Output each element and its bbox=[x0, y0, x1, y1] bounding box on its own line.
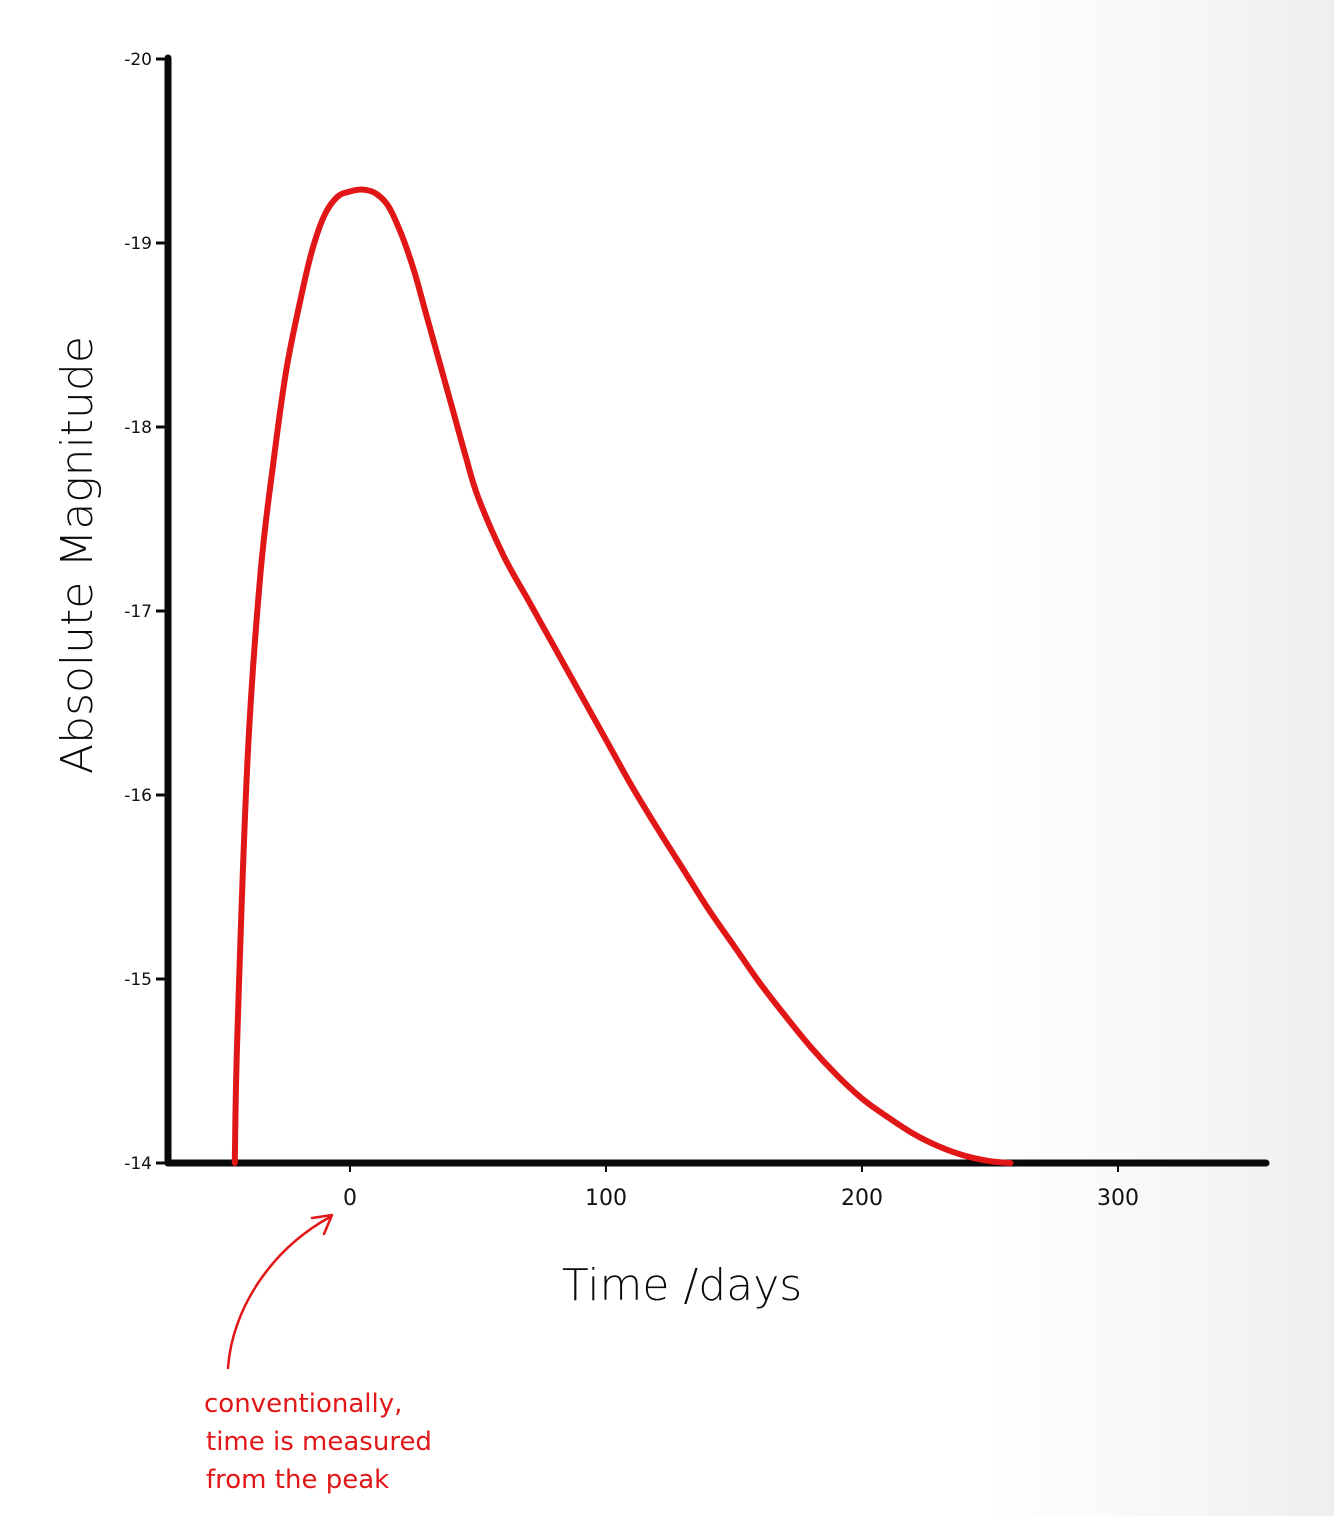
annotation-line-2: time is measured bbox=[206, 1427, 432, 1457]
series-line-light-curve bbox=[231, 186, 1014, 1166]
y-tick-label: -18 bbox=[124, 418, 152, 438]
x-axis-title: Time /days bbox=[562, 1260, 802, 1311]
x-tick-label: 300 bbox=[1097, 1186, 1139, 1211]
annotation: conventionally, time is measured from th… bbox=[204, 1213, 432, 1495]
y-tick-label: -20 bbox=[124, 50, 152, 70]
x-tick-label: 200 bbox=[841, 1186, 883, 1211]
y-axis-title: Absolute Magnitude bbox=[52, 336, 103, 774]
y-tick-label: -15 bbox=[124, 970, 152, 990]
y-axis-ticks: -20 -19 -18 -17 -16 -15 -14 bbox=[124, 50, 168, 1174]
y-tick-label: -16 bbox=[124, 786, 152, 806]
x-axis-ticks: 0 100 200 300 bbox=[343, 1163, 1139, 1211]
annotation-line-1: conventionally, bbox=[204, 1389, 402, 1419]
x-tick-label: 100 bbox=[585, 1186, 627, 1211]
annotation-arrow bbox=[226, 1215, 332, 1370]
annotation-arrowhead bbox=[310, 1213, 334, 1236]
x-tick-label: 0 bbox=[343, 1186, 357, 1211]
annotation-line-3: from the peak bbox=[206, 1465, 389, 1495]
y-tick-label: -19 bbox=[124, 234, 152, 254]
y-tick-label: -17 bbox=[124, 602, 152, 622]
y-tick-label: -14 bbox=[124, 1154, 152, 1174]
